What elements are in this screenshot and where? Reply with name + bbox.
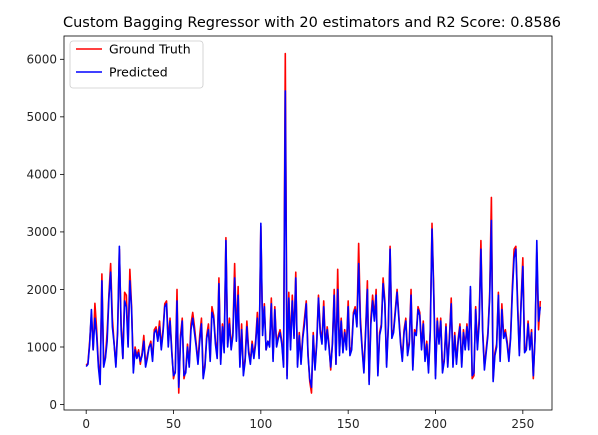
x-axis: 0 50 100 150 200 250 [82, 410, 534, 431]
x-tick-label: 100 [249, 417, 272, 431]
y-tick-label: 1000 [26, 340, 57, 354]
x-tick-label: 150 [337, 417, 360, 431]
legend-label-predicted: Predicted [109, 65, 168, 80]
x-tick-label: 50 [166, 417, 181, 431]
series-layer [86, 54, 540, 393]
y-tick-label: 3000 [26, 225, 57, 239]
x-tick-label: 200 [424, 417, 447, 431]
y-tick-label: 5000 [26, 110, 57, 124]
legend-label-ground-truth: Ground Truth [109, 42, 191, 57]
legend: Ground Truth Predicted [70, 41, 203, 88]
series-line-predicted [86, 91, 540, 387]
y-tick-label: 0 [49, 398, 57, 412]
chart-title: Custom Bagging Regressor with 20 estimat… [63, 15, 561, 31]
plot-area [86, 54, 540, 393]
y-tick-label: 4000 [26, 168, 57, 182]
y-axis: 0 1000 2000 3000 4000 5000 6000 [26, 53, 64, 412]
x-tick-label: 0 [82, 417, 90, 431]
x-tick-label: 250 [511, 417, 534, 431]
y-tick-label: 6000 [26, 53, 57, 67]
y-tick-label: 2000 [26, 283, 57, 297]
